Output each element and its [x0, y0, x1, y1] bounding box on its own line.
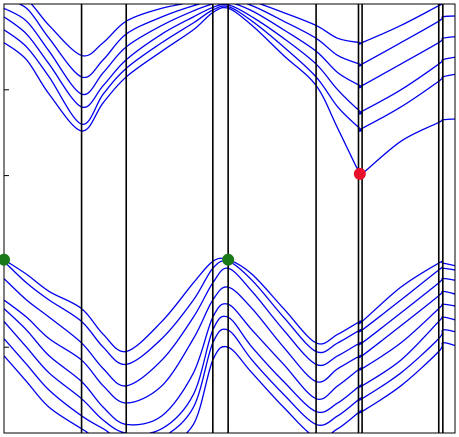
plot-frame [3, 3, 456, 434]
valence-band-line-0 [4, 257, 455, 353]
high-symmetry-lines [80, 4, 444, 433]
bands-layer [4, 4, 455, 433]
axes-frame [3, 3, 456, 434]
valence-band-line-6 [4, 328, 455, 433]
conduction-band-line-3 [4, 4, 455, 96]
valence-band-line-4 [4, 303, 455, 426]
conduction-band-line-0 [4, 6, 455, 180]
conduction-band-line-1 [4, 5, 455, 132]
conduction-band-line-2 [4, 4, 455, 115]
cbm-marker [353, 167, 366, 180]
valence-band-line-3 [4, 286, 455, 404]
valence-band-line-5 [4, 315, 455, 433]
conduction-band-line-5 [30, 4, 447, 57]
valence-band-line-2 [4, 267, 455, 387]
conduction-band-line-4 [17, 4, 455, 79]
extrema-markers [0, 167, 366, 266]
valence-band-line-7 [4, 342, 455, 433]
valence-band-line-1 [4, 260, 455, 366]
vbm-marker-0 [0, 253, 10, 266]
vbm-marker-1 [222, 253, 235, 266]
